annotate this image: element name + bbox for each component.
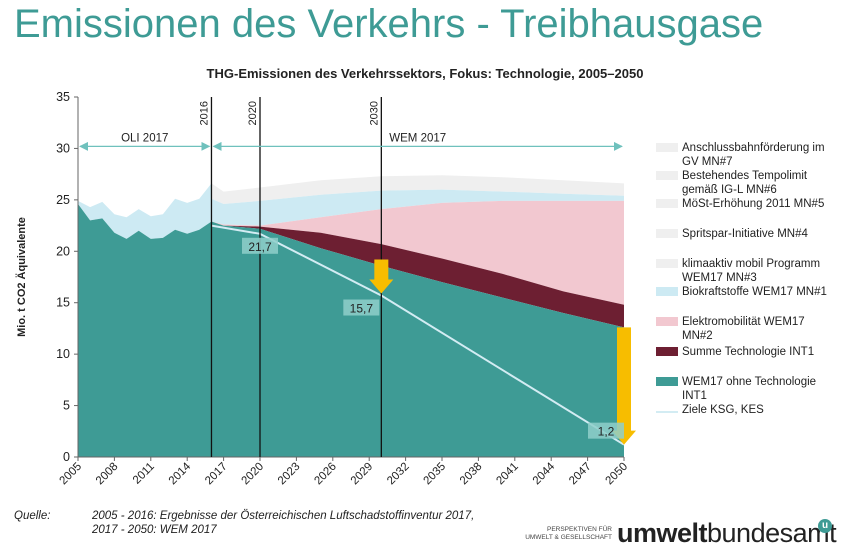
legend-swatch <box>656 347 678 356</box>
logo-wordmark-regular: bundesamt <box>707 518 837 548</box>
ziele-value-label: 15,7 <box>350 302 374 316</box>
x-tick-label: 2044 <box>531 460 558 487</box>
legend-swatch <box>656 259 678 268</box>
legend-swatch <box>656 199 678 208</box>
y-tick-label: 5 <box>63 399 70 413</box>
y-tick-label: 0 <box>63 450 70 464</box>
y-tick-label: 35 <box>56 90 70 104</box>
reduction-arrow <box>369 259 394 294</box>
legend-label: Bestehendes Tempolimit <box>682 170 808 182</box>
source-label: Quelle: <box>14 510 51 522</box>
elektromobilitaet-area <box>211 200 624 305</box>
x-tick-label: 2014 <box>167 460 194 487</box>
ziele-value-label: 21,7 <box>248 240 272 254</box>
source-text: 2005 - 2016: Ergebnisse der Österreichis… <box>92 509 474 537</box>
source-line-1: 2005 - 2016: Ergebnisse der Österreichis… <box>92 510 475 522</box>
x-tick-label: 2026 <box>312 461 339 488</box>
measures-mn3-mn7-area <box>211 175 624 204</box>
ziele-value-label: 1,2 <box>598 425 615 439</box>
year-marker-label: 2020 <box>247 101 259 125</box>
legend-label-cont: INT1 <box>682 390 707 402</box>
umweltbundesamt-logo: PERSPEKTIVEN FÜR UMWELT & GESELLSCHAFT u… <box>520 518 840 554</box>
legend-label: Summe Technologie INT1 <box>682 346 814 358</box>
x-tick-label: 2050 <box>604 461 631 488</box>
ziele-value-box <box>242 237 278 254</box>
legend-label-cont: GV MN#7 <box>682 156 733 168</box>
legend-label: Elektromobilität WEM17 <box>682 316 805 328</box>
x-tick-label: 2008 <box>94 461 121 488</box>
x-tick-label: 2029 <box>349 461 376 488</box>
y-tick-label: 10 <box>56 347 70 361</box>
source-line-2: 2017 - 2050: WEM 2017 <box>92 524 217 536</box>
legend-swatch <box>656 229 678 238</box>
span-label: WEM 2017 <box>389 132 446 144</box>
legend-label-cont: WEM17 MN#3 <box>682 272 757 284</box>
legend-label: Spritspar-Initiative MN#4 <box>682 228 809 240</box>
x-tick-label: 2047 <box>567 461 594 488</box>
y-tick-label: 20 <box>56 244 70 258</box>
legend-label: WEM17 ohne Technologie <box>682 376 816 388</box>
x-tick-label: 2017 <box>203 461 230 488</box>
span-label: OLI 2017 <box>121 132 168 144</box>
y-axis-label: Mio. t CO2 Äquivalente <box>15 217 28 337</box>
legend-label: Ziele KSG, KES <box>682 404 764 416</box>
x-tick-label: 2023 <box>276 461 303 488</box>
technologie-area <box>211 221 624 328</box>
x-tick-label: 2020 <box>240 461 267 488</box>
y-tick-label: 30 <box>56 141 70 155</box>
logo-tagline: PERSPEKTIVEN FÜR UMWELT & GESELLSCHAFT <box>520 526 612 542</box>
legend-label: klimaaktiv mobil Programm <box>682 258 820 270</box>
reduction-arrow <box>612 327 636 445</box>
legend-label: Biokraftstoffe WEM17 MN#1 <box>682 286 827 298</box>
logo-tagline-2: UMWELT & GESELLSCHAFT <box>525 534 612 541</box>
x-tick-label: 2011 <box>131 461 157 487</box>
x-tick-label: 2005 <box>58 461 85 488</box>
y-tick-label: 25 <box>56 193 70 207</box>
legend-swatch <box>656 287 678 296</box>
ziele-value-box <box>588 422 624 439</box>
logo-wordmark-bold: umwelt <box>617 518 708 548</box>
x-tick-label: 2035 <box>422 461 449 488</box>
x-tick-label: 2041 <box>494 461 521 488</box>
legend-swatch <box>656 143 678 152</box>
x-tick-label: 2038 <box>458 461 485 488</box>
legend-swatch <box>656 377 678 386</box>
logo-mark-icon: u <box>818 519 832 533</box>
legend-swatch <box>656 317 678 326</box>
x-tick-label: 2032 <box>385 461 412 488</box>
ziele-line <box>211 224 625 446</box>
year-marker-label: 2030 <box>368 101 380 125</box>
legend-label: Anschlussbahnförderung im <box>682 142 825 154</box>
logo-tagline-1: PERSPEKTIVEN FÜR <box>546 526 612 533</box>
ziele-value-box <box>343 299 380 316</box>
y-tick-label: 15 <box>56 296 70 310</box>
logo-wordmark: umweltbundesamt <box>617 518 837 549</box>
historic-measures-area <box>78 183 212 239</box>
biokraftstoffe-area <box>211 189 624 226</box>
wem17-base-area <box>211 221 624 457</box>
historic-emissions-area <box>78 204 212 457</box>
legend-label: MöSt-Erhöhung 2011 MN#5 <box>682 198 824 210</box>
legend-label-cont: gemäß IG-L MN#6 <box>682 184 777 196</box>
year-marker-label: 2016 <box>198 101 210 125</box>
slide-title: Emissionen des Verkehrs - Treibhausgase <box>14 2 764 46</box>
legend-swatch <box>656 171 678 180</box>
legend-label-cont: MN#2 <box>682 330 713 342</box>
chart-title: THG-Emissionen des Verkehrssektors, Foku… <box>206 66 644 81</box>
